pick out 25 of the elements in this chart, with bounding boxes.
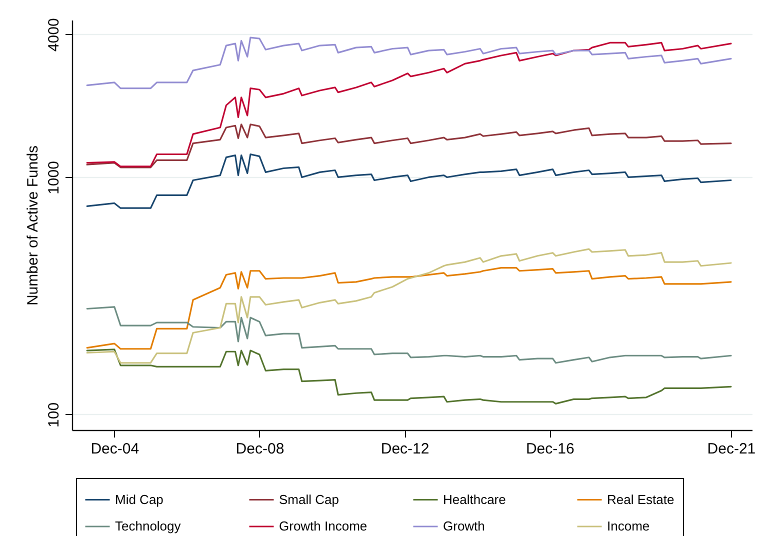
legend-label: Mid Cap: [115, 492, 164, 507]
x-tick-label: Dec-08: [236, 440, 284, 458]
legend-label: Healthcare: [443, 492, 506, 507]
y-tick-label: 100: [46, 402, 62, 428]
legend-label: Income: [607, 518, 650, 534]
y-axis-title: Number of Active Funds: [24, 145, 42, 306]
line-series: [86, 42, 732, 168]
legend-label: Technology: [115, 518, 182, 534]
line-series: [86, 306, 732, 364]
line-series: [86, 267, 732, 350]
legend-label: Small Cap: [279, 492, 339, 507]
legend-label: Real Estate: [607, 492, 674, 507]
line-series: [86, 248, 732, 364]
line-series: [86, 124, 732, 168]
x-tick-label: Dec-16: [526, 440, 574, 458]
line-series: [86, 348, 732, 405]
line-series: [86, 36, 732, 90]
x-tick-label: Dec-21: [707, 440, 756, 458]
x-tick-label: Dec-04: [90, 440, 140, 458]
y-tick-label: 4000: [46, 18, 62, 52]
legend-label: Growth Income: [279, 518, 368, 534]
legend-label: Growth: [443, 518, 485, 534]
x-tick-label: Dec-12: [380, 440, 430, 458]
line-series: [86, 154, 732, 209]
y-tick-label: 1000: [46, 161, 62, 194]
